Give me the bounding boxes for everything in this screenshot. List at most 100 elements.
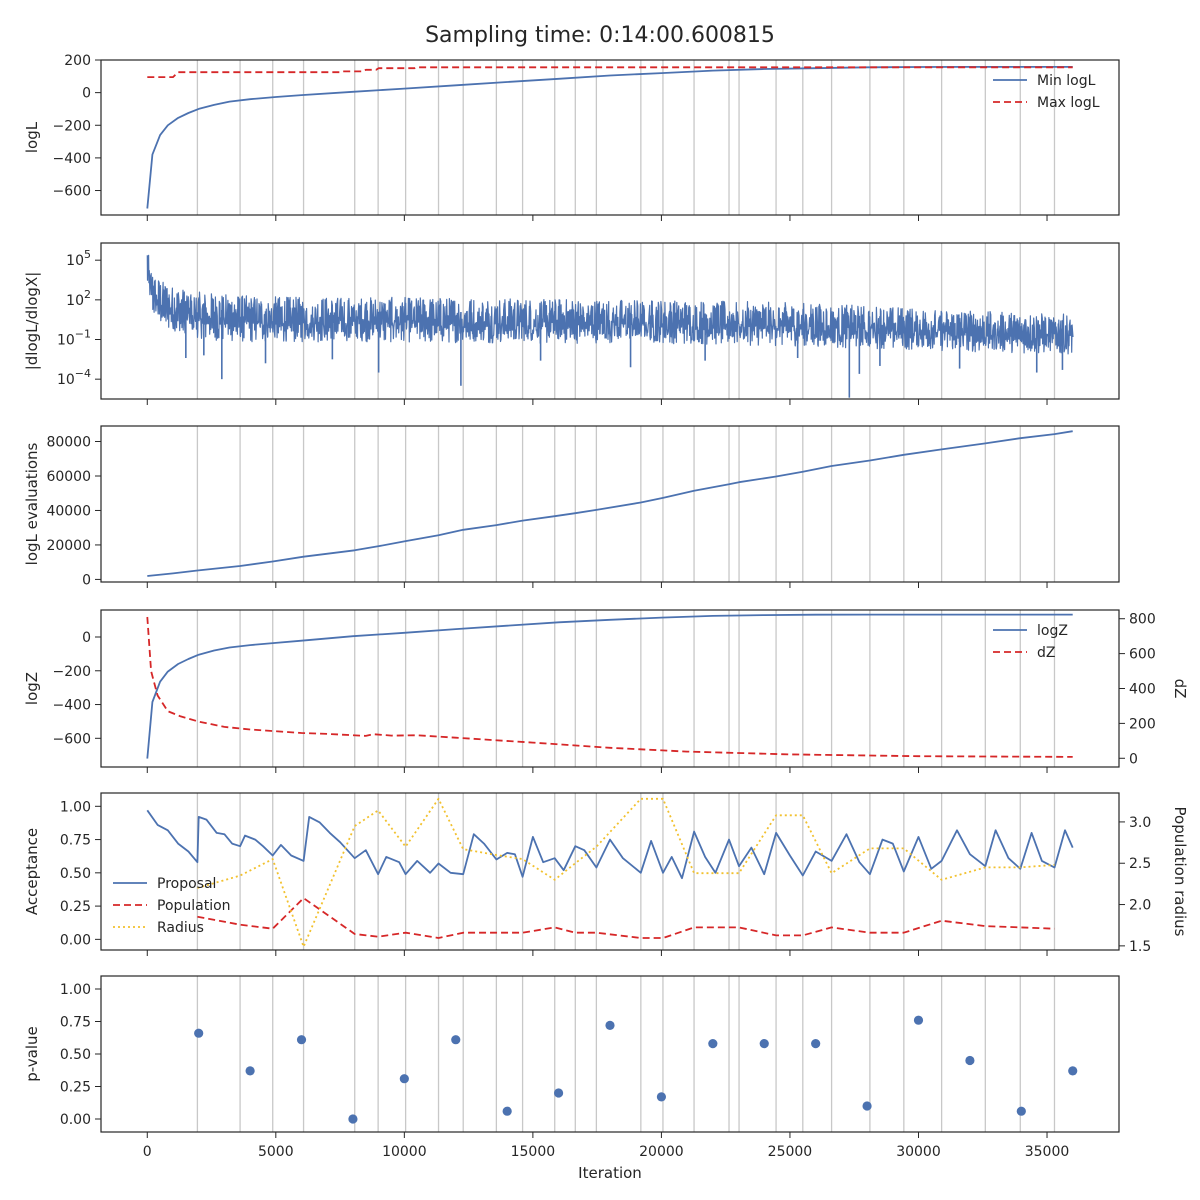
y2-tick-label: 200 [1129, 716, 1156, 732]
y-tick-label: 1.00 [60, 982, 91, 998]
panel-evals: 80000 60000 40000 20000 0 logL evaluations [23, 425, 1120, 588]
x-tick-label: 15000 [511, 1144, 556, 1160]
y-axis-label: |dlogL/dlogX| [23, 272, 41, 371]
legend-label: Min logL [1037, 73, 1096, 89]
data-point [811, 1039, 821, 1049]
panel-logz: 0 −200 −400 −600 800 600 400 200 0 logZ dZ logZ dZ [23, 609, 1189, 773]
y-tick-label: −200 [53, 118, 91, 134]
data-point [965, 1055, 975, 1066]
axes-frame [100, 59, 1120, 216]
y-tick-label: 0 [82, 86, 91, 102]
panel-accept: 1.00 0.75 0.50 0.25 0.00 3.0 2.5 2.0 1.5 Acceptan… [23, 792, 1189, 956]
axes-frame [100, 425, 1120, 583]
x-tick-label: 20000 [639, 1144, 684, 1160]
y-axis-label: logL evaluations [23, 442, 41, 565]
y2-tick-label: 2.0 [1129, 898, 1151, 914]
series-max-logl [147, 66, 1073, 78]
series-dlogl-0 [146, 254, 1074, 355]
batch-lines [196, 426, 1056, 582]
x-tick-label: 25000 [768, 1144, 813, 1160]
series-dz [146, 616, 1073, 758]
y-tick-label: −400 [53, 698, 91, 714]
legend-label: Max logL [1037, 95, 1100, 111]
y-tick-label: 102 [66, 288, 91, 309]
y2-tick-label: 800 [1129, 612, 1156, 628]
y-tick-label: −400 [53, 151, 91, 167]
y2-tick-label: 1.5 [1129, 939, 1151, 955]
data-point [1016, 1106, 1026, 1116]
y-tick-label: 105 [66, 248, 91, 269]
y2-axis-label: Population radius [1171, 807, 1189, 937]
axes-frame [100, 792, 1120, 951]
y-tick-label: 0.50 [60, 1047, 91, 1063]
legend-label: Radius [157, 920, 204, 936]
y-tick-label: 20000 [46, 538, 91, 554]
plot-area [146, 254, 1074, 398]
y2-tick-label: 400 [1129, 682, 1156, 698]
series-evals-0 [147, 430, 1073, 577]
data-point [1068, 1066, 1078, 1076]
legend-label: Population [157, 898, 231, 914]
legend: Min logL Max logL [993, 73, 1100, 111]
y-tick-label: −200 [53, 664, 91, 680]
legend-label: logZ [1037, 623, 1068, 639]
y-tick-label: 0.25 [60, 1080, 91, 1096]
panel-dlogl: 105 102 10−1 10−4 |dlogL/dlogX| [23, 242, 1120, 405]
x-axis-label: Iteration [578, 1164, 642, 1182]
y-tick-label: −600 [53, 184, 91, 200]
data-point [296, 1035, 307, 1045]
y-axis-label: Acceptance [23, 828, 41, 915]
y2-axis-label: dZ [1171, 679, 1189, 699]
y-tick-label: 0.00 [60, 1112, 91, 1128]
y-tick-label: 40000 [46, 503, 91, 519]
y2-tick-label: 3.0 [1129, 815, 1151, 831]
data-point [348, 1114, 358, 1124]
batch-lines [196, 60, 1056, 215]
y2-tick-label: 600 [1129, 647, 1156, 663]
data-point [759, 1039, 769, 1049]
panel-logl: 200 0 −200 −400 −600 logL Min logL Max logL [23, 53, 1120, 221]
figure-title: Sampling time: 0:14:00.600815 [425, 23, 775, 48]
data-point [656, 1092, 667, 1102]
legend: logZ dZ [993, 623, 1068, 661]
x-tick-label: 10000 [382, 1144, 427, 1160]
legend: Proposal Population Radius [113, 876, 231, 936]
data-point [502, 1106, 512, 1116]
batch-lines [196, 976, 1056, 1132]
y-axis-label: logL [23, 121, 41, 153]
data-point [399, 1074, 409, 1084]
series-min-logl [146, 66, 1073, 209]
legend-label: Proposal [157, 876, 216, 892]
y2-tick-label: 0 [1129, 751, 1138, 767]
data-point [451, 1035, 461, 1045]
data-point [913, 1015, 924, 1025]
batch-lines [196, 610, 1056, 767]
data-point [194, 1028, 204, 1038]
panels: 200 0 −200 −400 −600 logL Min logL Max logL 105 1… [23, 53, 1189, 1182]
series-pvalue-0 [194, 1015, 1078, 1124]
axes-frame [100, 975, 1120, 1133]
axes-frame [100, 242, 1120, 400]
x-tick-label: 30000 [896, 1144, 941, 1160]
series-logz [146, 613, 1073, 759]
y-axis-label: p-value [23, 1026, 41, 1082]
legend-label: dZ [1037, 645, 1055, 661]
y-tick-label: 0 [82, 630, 91, 646]
y-tick-label: 1.00 [60, 799, 91, 815]
x-tick-label: 0 [143, 1144, 152, 1160]
y-tick-label: 200 [64, 53, 91, 69]
data-point [605, 1020, 615, 1030]
y-tick-label: 0.25 [60, 899, 91, 915]
panel-pvalue: 1.00 0.75 0.50 0.25 0.00 0 5000 10000 15000 20000… [23, 975, 1120, 1182]
plot-area [147, 430, 1073, 577]
axes-frame [100, 609, 1120, 768]
y-tick-label: 10−1 [57, 328, 91, 349]
y-tick-label: 0 [82, 572, 91, 588]
series-population [197, 897, 1055, 939]
data-point [862, 1101, 872, 1111]
y-tick-label: 0.50 [60, 866, 91, 882]
y-tick-label: 0.75 [60, 1015, 91, 1031]
data-point [708, 1039, 718, 1049]
y-tick-label: 0.00 [60, 932, 91, 948]
